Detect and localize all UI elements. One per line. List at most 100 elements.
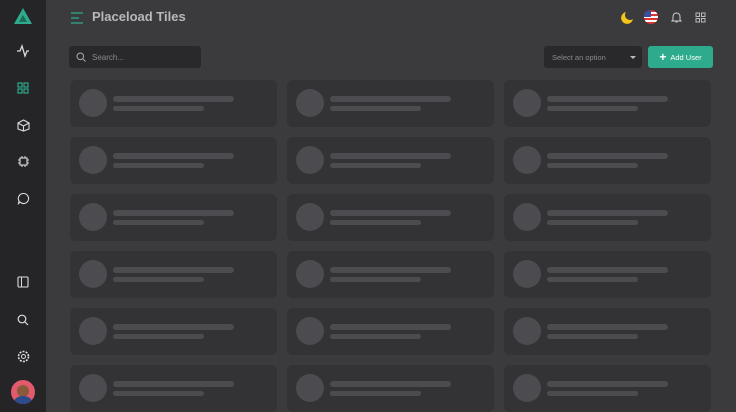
line-placeholder: [547, 324, 668, 330]
placeload-tile: [70, 80, 277, 127]
avatar-placeholder: [513, 260, 541, 288]
line-placeholder: [330, 277, 421, 282]
line-placeholder: [113, 106, 204, 111]
search-icon[interactable]: [13, 310, 33, 330]
placeload-tile: [287, 365, 494, 412]
sidebar: [0, 0, 46, 412]
avatar-placeholder: [296, 374, 324, 402]
line-placeholder: [547, 153, 668, 159]
placeload-tile: [504, 137, 711, 184]
us-flag-icon[interactable]: [644, 10, 658, 24]
placeload-tile: [70, 251, 277, 298]
line-placeholder: [113, 334, 204, 339]
avatar-placeholder: [513, 317, 541, 345]
line-placeholder: [330, 96, 451, 102]
avatar-placeholder: [296, 146, 324, 174]
avatar-placeholder: [513, 203, 541, 231]
line-placeholder: [113, 267, 234, 273]
search-input[interactable]: Search...: [69, 46, 201, 68]
avatar-placeholder: [296, 89, 324, 117]
line-placeholder: [330, 381, 451, 387]
placeload-tile: [504, 308, 711, 355]
line-placeholder: [113, 391, 204, 396]
line-placeholder: [547, 334, 638, 339]
placeload-tile: [287, 137, 494, 184]
placeload-tile: [287, 194, 494, 241]
placeload-tile: [504, 365, 711, 412]
avatar-placeholder: [513, 146, 541, 174]
line-placeholder: [330, 153, 451, 159]
avatar-placeholder: [296, 203, 324, 231]
box-icon[interactable]: [13, 115, 33, 135]
placeload-tile: [504, 251, 711, 298]
cpu-icon[interactable]: [13, 151, 33, 171]
avatar-placeholder: [79, 89, 107, 117]
line-placeholder: [113, 153, 234, 159]
avatar-placeholder: [513, 89, 541, 117]
plus-icon: +: [659, 50, 667, 64]
select-value: Select an option: [552, 52, 606, 62]
tiles-grid: [70, 80, 711, 412]
option-select[interactable]: Select an option: [544, 46, 642, 68]
placeload-tile: [504, 194, 711, 241]
message-icon[interactable]: [13, 188, 33, 208]
line-placeholder: [330, 324, 451, 330]
search-placeholder: Search...: [92, 52, 125, 62]
avatar-placeholder: [513, 374, 541, 402]
line-placeholder: [330, 163, 421, 168]
placeload-tile: [287, 308, 494, 355]
avatar-placeholder: [79, 317, 107, 345]
line-placeholder: [547, 96, 668, 102]
line-placeholder: [113, 163, 204, 168]
page-title: Placeload Tiles: [92, 9, 186, 24]
menu-toggle-icon[interactable]: [70, 11, 84, 29]
line-placeholder: [547, 391, 638, 396]
avatar-placeholder: [79, 374, 107, 402]
chevron-down-icon: [630, 56, 636, 62]
line-placeholder: [330, 391, 421, 396]
add-user-button[interactable]: + Add User: [648, 46, 713, 68]
line-placeholder: [113, 96, 234, 102]
line-placeholder: [330, 334, 421, 339]
avatar[interactable]: [11, 380, 35, 404]
sidebar-panel-icon[interactable]: [13, 272, 33, 292]
bell-icon[interactable]: [669, 10, 683, 24]
line-placeholder: [547, 381, 668, 387]
placeload-tile: [287, 80, 494, 127]
avatar-placeholder: [79, 146, 107, 174]
placeload-tile: [70, 137, 277, 184]
settings-icon[interactable]: [13, 346, 33, 366]
line-placeholder: [330, 210, 451, 216]
logo-icon[interactable]: [13, 6, 33, 26]
grid-icon[interactable]: [13, 78, 33, 98]
main-content: Placeload Tiles Search... Select an opti…: [46, 0, 736, 412]
placeload-tile: [287, 251, 494, 298]
avatar-placeholder: [296, 317, 324, 345]
placeload-tile: [70, 194, 277, 241]
placeload-tile: [504, 80, 711, 127]
search-icon: [76, 52, 86, 62]
line-placeholder: [547, 106, 638, 111]
line-placeholder: [113, 210, 234, 216]
line-placeholder: [330, 267, 451, 273]
line-placeholder: [547, 220, 638, 225]
moon-icon[interactable]: [620, 10, 634, 24]
activity-icon[interactable]: [13, 41, 33, 61]
line-placeholder: [547, 163, 638, 168]
line-placeholder: [547, 277, 638, 282]
avatar-placeholder: [79, 260, 107, 288]
line-placeholder: [113, 324, 234, 330]
placeload-tile: [70, 365, 277, 412]
line-placeholder: [113, 381, 234, 387]
line-placeholder: [330, 106, 421, 111]
apps-icon[interactable]: [693, 10, 707, 24]
placeload-tile: [70, 308, 277, 355]
avatar-placeholder: [296, 260, 324, 288]
line-placeholder: [330, 220, 421, 225]
line-placeholder: [113, 220, 204, 225]
avatar-placeholder: [79, 203, 107, 231]
line-placeholder: [113, 277, 204, 282]
line-placeholder: [547, 210, 668, 216]
add-user-label: Add User: [670, 52, 702, 62]
line-placeholder: [547, 267, 668, 273]
